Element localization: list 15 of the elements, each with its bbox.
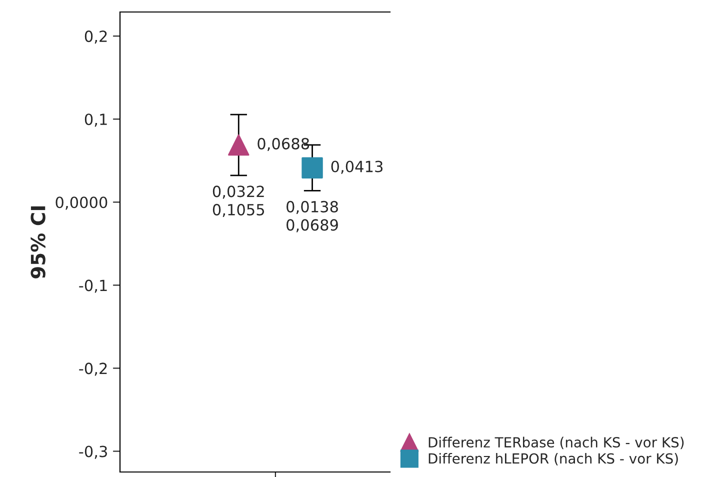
legend-label: Differenz hLEPOR (nach KS - vor KS) — [428, 453, 678, 466]
annotation: 0,0689 — [286, 219, 338, 232]
y-axis-title: 95% CI — [30, 206, 46, 278]
annotation: 0,0138 — [286, 200, 338, 214]
data-label: 0,0688 — [258, 138, 310, 152]
legend-label: Differenz TERbase (nach KS - vor KS) — [428, 436, 684, 450]
annotation: 0,1055 — [212, 204, 264, 218]
y-tick-label: -0,3 — [79, 446, 107, 459]
y-tick-label: -0,2 — [79, 362, 107, 376]
y-tick-label: 0,0000 — [56, 196, 108, 210]
data-label: 0,0413 — [331, 160, 383, 174]
y-tick-label: 0,2 — [84, 30, 107, 44]
y-tick-label: 0,1 — [84, 114, 107, 127]
annotation: 0,0322 — [212, 186, 264, 199]
y-tick-label: -0,1 — [79, 280, 107, 293]
